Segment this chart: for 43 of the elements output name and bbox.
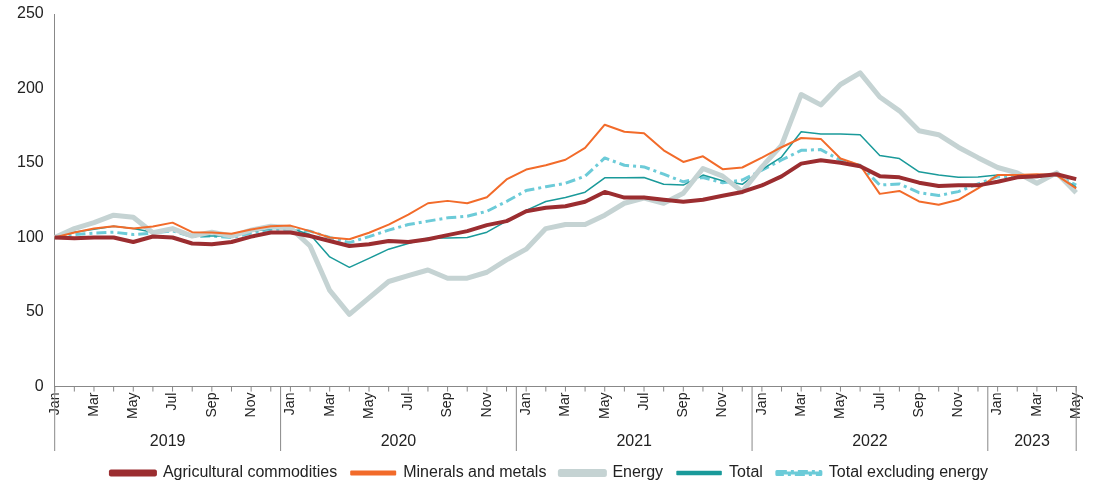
text: 2021 — [616, 432, 653, 450]
x-tick-label: Jul — [634, 392, 651, 411]
x-tick-label: Nov — [949, 392, 966, 418]
text: 2022 — [852, 432, 888, 450]
x-tick-label: Sep — [438, 392, 455, 418]
x-tick-label: Nov — [242, 392, 258, 418]
x-tick-label: Sep — [909, 392, 926, 418]
x-tick-label: Jan — [517, 392, 534, 416]
x-tick-label: Mar — [84, 392, 101, 417]
legend-label: Agricultural commodities — [162, 463, 338, 481]
legend-label: Total excluding energy — [828, 463, 989, 481]
y-tick-label: 150 — [16, 153, 44, 171]
legend-label: Minerals and metals — [403, 463, 547, 481]
x-tick-label: Jul — [163, 392, 180, 411]
x-tick-label: Jan — [988, 392, 1005, 416]
x-tick-label: May — [1067, 392, 1084, 419]
legend-label: Energy — [612, 463, 664, 481]
x-tick-label: Sep — [674, 392, 691, 418]
x-tick-label: Nov — [477, 392, 494, 418]
x-tick-label: Nov — [713, 392, 730, 418]
x-tick-label: Jan — [45, 392, 62, 416]
y-tick-label: 0 — [34, 376, 44, 394]
y-tick-label: 250 — [16, 4, 44, 22]
x-tick-label: May — [359, 392, 376, 419]
y-tick-label: 100 — [16, 227, 44, 245]
x-tick-label: Mar — [792, 392, 809, 417]
x-tick-label: Jan — [752, 392, 769, 416]
x-tick-label: Sep — [202, 392, 219, 418]
x-tick-label: Mar — [320, 392, 337, 417]
x-tick-label: Mar — [1027, 392, 1044, 417]
text: 2020 — [380, 432, 417, 450]
x-tick-label: Jul — [399, 392, 416, 411]
x-tick-label: Mar — [556, 392, 573, 417]
x-tick-label: May — [124, 392, 141, 419]
x-tick-label: Jan — [281, 392, 298, 416]
y-tick-label: 50 — [25, 302, 44, 320]
x-tick-label: Jul — [870, 392, 887, 411]
text: 2019 — [149, 432, 186, 450]
x-tick-label: May — [595, 392, 612, 419]
x-tick-label: May — [831, 392, 848, 419]
y-tick-label: 200 — [16, 78, 44, 96]
legend-label: Total — [729, 463, 763, 481]
text: 2023 — [1014, 432, 1050, 450]
